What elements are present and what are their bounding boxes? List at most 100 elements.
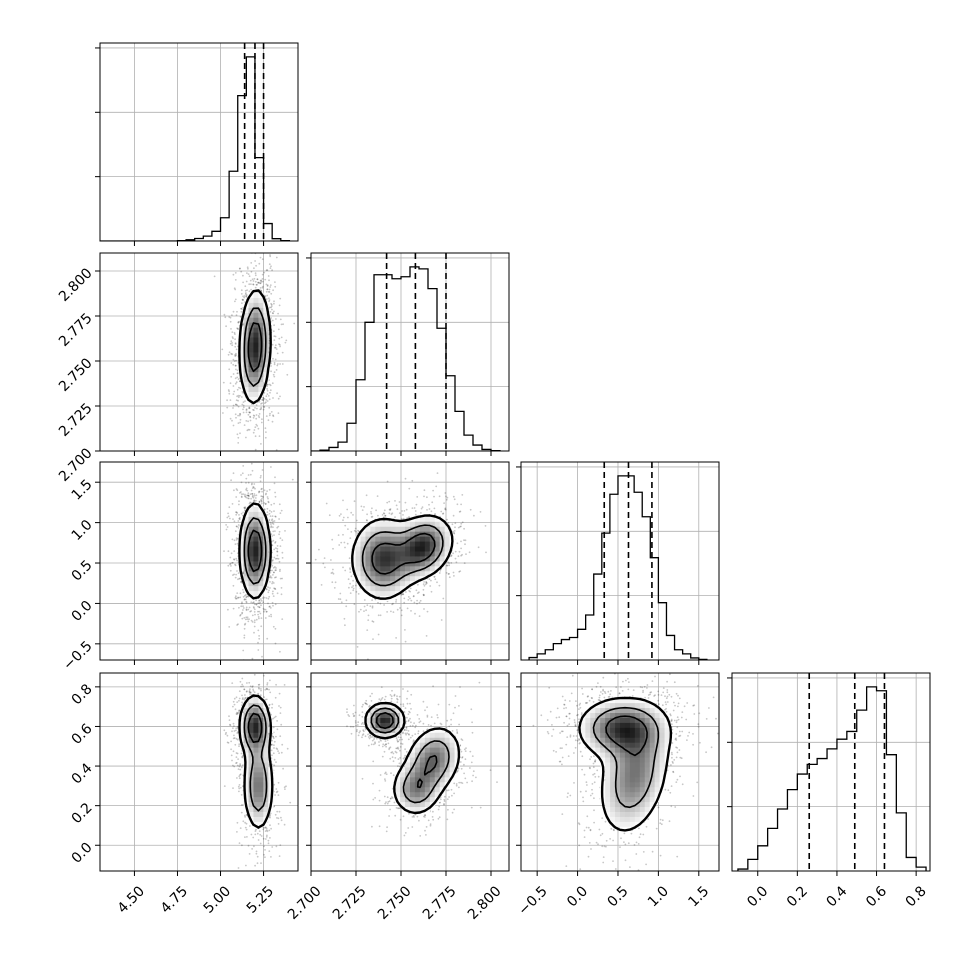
sample-point <box>268 512 271 515</box>
sample-point <box>264 503 267 506</box>
density-cell <box>263 570 269 577</box>
sample-point <box>272 574 274 576</box>
sample-point <box>450 562 453 564</box>
sample-point <box>266 288 269 291</box>
density-cell <box>253 575 259 582</box>
sample-point <box>324 566 326 569</box>
sample-point <box>381 514 384 516</box>
sample-point <box>241 298 244 301</box>
sample-point <box>250 483 253 486</box>
sample-point <box>265 610 268 613</box>
sample-point <box>274 588 277 590</box>
sample-point <box>239 421 242 424</box>
sample-point <box>232 404 235 407</box>
density-cell <box>385 531 391 537</box>
sample-point <box>255 599 257 602</box>
sample-point <box>241 403 244 406</box>
density-cell <box>258 376 264 383</box>
panel-frame <box>310 461 510 661</box>
sample-point <box>454 550 457 553</box>
density-cell <box>424 561 431 567</box>
sample-point <box>260 475 262 477</box>
sample-point <box>259 279 262 282</box>
sample-point <box>231 336 234 338</box>
sample-point <box>264 295 267 298</box>
density-cell <box>380 551 386 557</box>
sample-point <box>257 641 259 644</box>
sample-point <box>261 399 263 401</box>
sample-point <box>371 620 374 623</box>
sample-point <box>448 576 451 579</box>
sample-point <box>230 340 233 343</box>
sample-point <box>274 285 277 288</box>
sample-point <box>271 522 274 524</box>
density-cell <box>375 590 381 597</box>
sample-point <box>252 280 255 282</box>
sample-point <box>268 615 271 617</box>
sample-point <box>237 399 240 402</box>
sample-point <box>239 394 241 397</box>
sample-point <box>249 493 252 496</box>
density-cell <box>253 556 259 562</box>
density-cell <box>370 556 376 562</box>
sample-point <box>247 420 250 423</box>
density-cell <box>380 585 386 592</box>
density-cell <box>400 556 406 562</box>
sample-point <box>425 581 428 584</box>
density-cell <box>385 580 391 587</box>
sample-point <box>261 418 263 421</box>
sample-point <box>261 655 263 658</box>
sample-point <box>270 265 272 268</box>
sample-point <box>266 385 268 387</box>
panel-content <box>213 253 296 451</box>
sample-point <box>268 383 271 386</box>
density-cell <box>258 580 264 587</box>
sample-point <box>359 608 362 611</box>
density-cell <box>395 546 401 552</box>
density-cell <box>439 526 446 532</box>
density-cell <box>400 526 406 532</box>
sample-point <box>257 629 260 632</box>
density-cell <box>365 526 371 532</box>
sample-point <box>274 346 277 349</box>
sample-point <box>267 395 270 397</box>
sample-point <box>241 390 244 393</box>
sample-point <box>234 364 237 367</box>
sample-point <box>272 566 275 569</box>
sample-point <box>458 511 461 513</box>
density-cell <box>400 521 406 527</box>
sample-point <box>221 348 224 351</box>
sample-point <box>258 602 261 605</box>
sample-point <box>235 359 238 362</box>
sample-point <box>249 419 252 422</box>
sample-point <box>357 530 360 533</box>
density-cell <box>419 551 426 557</box>
sample-point <box>240 310 243 313</box>
density-cell <box>243 347 249 353</box>
sample-point <box>237 327 239 330</box>
sample-point <box>245 420 248 422</box>
sample-point <box>273 363 276 366</box>
sample-point <box>459 570 462 572</box>
sample-point <box>248 406 251 409</box>
sample-point <box>423 489 426 492</box>
density-cell <box>253 536 259 542</box>
sample-point <box>280 323 283 326</box>
density-cell <box>243 356 249 363</box>
sample-point <box>258 606 261 608</box>
sample-point <box>400 593 403 596</box>
density-cell <box>253 391 259 397</box>
sample-point <box>452 530 454 533</box>
sample-point <box>268 288 271 291</box>
sample-point <box>273 371 276 374</box>
sample-point <box>433 507 436 510</box>
density-cell <box>360 565 366 572</box>
sample-point <box>403 597 406 600</box>
sample-point <box>338 514 341 517</box>
density-cell <box>355 546 361 552</box>
sample-point <box>278 503 281 506</box>
sample-point <box>352 579 354 582</box>
sample-point <box>236 624 239 626</box>
sample-point <box>239 413 241 415</box>
density-cell <box>405 556 411 562</box>
